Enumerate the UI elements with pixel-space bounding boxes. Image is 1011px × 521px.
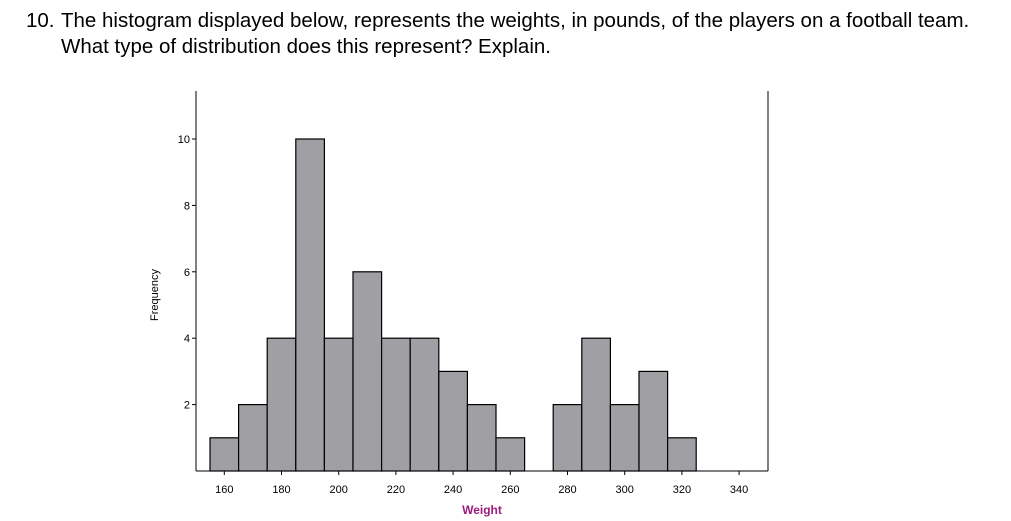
histogram-bar-285-295	[581, 337, 611, 472]
y-ticks: 2 4 6 8 10	[178, 134, 196, 412]
histogram-bars	[209, 138, 697, 472]
histogram-bar-245-255	[466, 404, 497, 472]
histogram-bar-195-205	[323, 337, 354, 472]
x-tick-label-220: 220	[387, 484, 405, 496]
histogram-bar-215-225	[381, 337, 411, 472]
histogram-bar-225-235	[409, 337, 440, 472]
histogram-bar-175-185	[266, 337, 297, 472]
histogram-bar-275-285	[552, 404, 583, 472]
histogram-bar-235-245	[438, 370, 468, 472]
y-tick-label-6: 6	[184, 267, 190, 279]
x-tick-label-200: 200	[330, 484, 348, 496]
y-tick-label-8: 8	[184, 200, 190, 212]
y-tick-label-2: 2	[184, 400, 190, 412]
y-axis-title: Frequency	[149, 269, 161, 321]
x-tick-label-260: 260	[501, 484, 519, 496]
histogram-bar-185-195	[295, 138, 325, 472]
question-text: The histogram displayed below, represent…	[61, 9, 970, 58]
histogram-bar-315-325	[666, 437, 697, 472]
x-tick-label-160: 160	[215, 484, 233, 496]
x-tick-label-320: 320	[673, 484, 691, 496]
histogram-bar-255-265	[495, 437, 526, 472]
chart-axes	[195, 91, 769, 472]
question: 10. The histogram displayed below, repre…	[26, 8, 986, 60]
x-axis-title: Weight	[462, 503, 502, 517]
x-tick-label-340: 340	[730, 484, 748, 496]
histogram-bar-295-305	[609, 404, 640, 472]
y-tick-label-4: 4	[184, 333, 190, 345]
x-tick-label-280: 280	[558, 484, 576, 496]
x-ticks: 160 180 200 220 240 260 280 300 320 340	[215, 471, 748, 496]
histogram-bar-155-165	[209, 437, 240, 472]
y-tick-label-10: 10	[178, 134, 190, 146]
histogram-bar-305-315	[638, 370, 669, 472]
histogram-bar-205-215	[352, 271, 383, 472]
x-tick-label-300: 300	[616, 484, 634, 496]
x-tick-label-180: 180	[272, 484, 290, 496]
histogram-bar-165-175	[238, 404, 268, 472]
question-number: 10.	[26, 9, 55, 32]
x-tick-label-240: 240	[444, 484, 462, 496]
